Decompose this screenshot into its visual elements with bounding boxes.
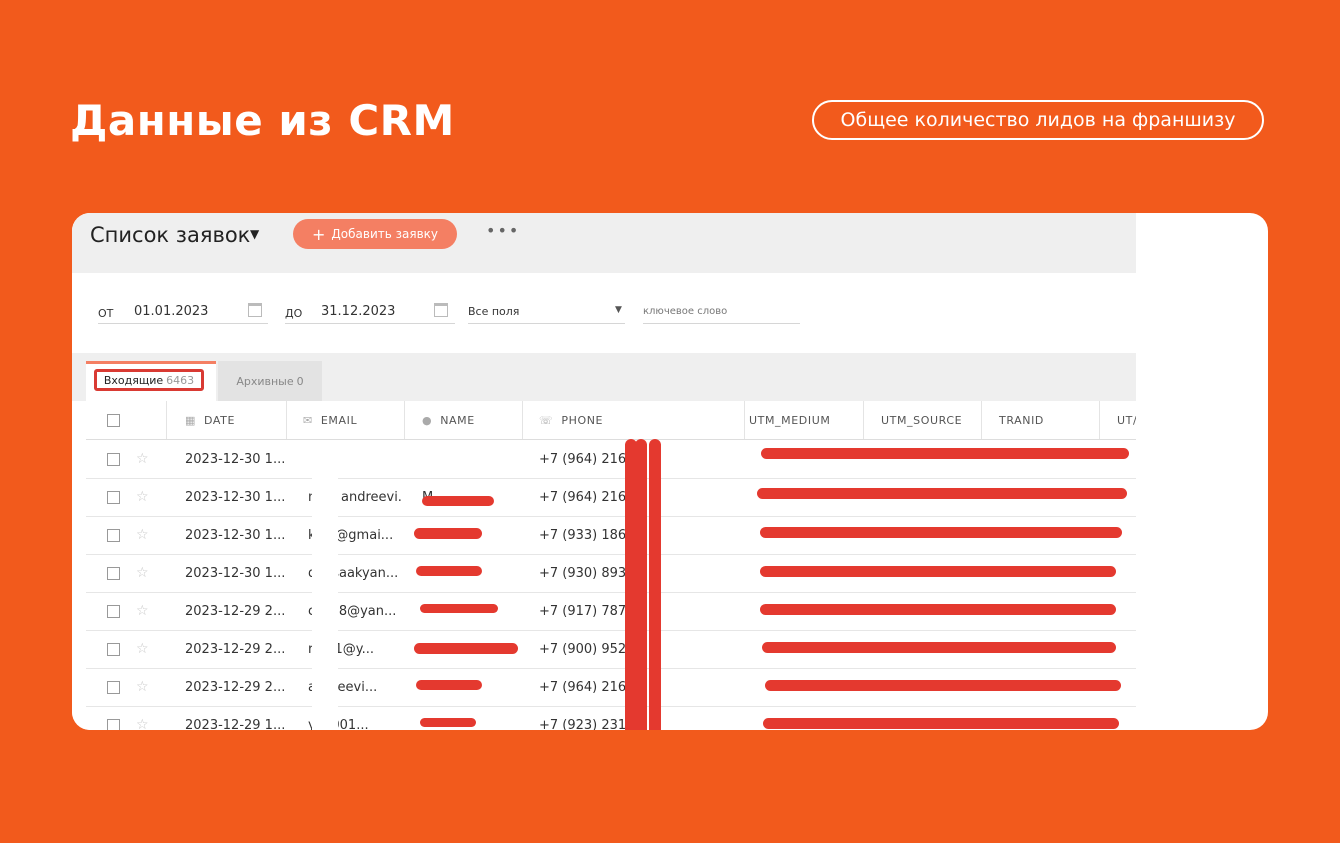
cell-date: 2023-12-29 1... bbox=[185, 717, 286, 731]
redaction-mark bbox=[635, 439, 647, 730]
select-arrow-icon[interactable]: ▼ bbox=[615, 305, 622, 315]
from-label: ОТ bbox=[98, 307, 114, 320]
envelope-icon: ✉ bbox=[303, 413, 313, 427]
add-request-button[interactable]: + Добавить заявку bbox=[293, 219, 457, 249]
row-checkbox[interactable] bbox=[107, 554, 120, 592]
redaction-mark bbox=[414, 643, 518, 654]
redaction-mark bbox=[414, 528, 482, 539]
column-header-date[interactable]: ▦ DATE bbox=[185, 413, 236, 427]
cell-phone: +7 (900) 952- bbox=[539, 641, 631, 657]
tab-archived-label: Архивные bbox=[236, 374, 294, 388]
redaction-mark bbox=[757, 488, 1127, 499]
row-checkbox[interactable] bbox=[107, 668, 120, 706]
keyword-input[interactable]: ключевое слово bbox=[643, 306, 728, 317]
calendar-icon[interactable] bbox=[248, 303, 262, 317]
column-header-name[interactable]: ● NAME bbox=[422, 413, 475, 427]
star-icon[interactable]: ☆ bbox=[136, 717, 149, 730]
row-checkbox[interactable] bbox=[107, 478, 120, 516]
table-header: ▦ DATE ✉ EMAIL ● NAME ☏ PHONE UTM_MEDIUM UTM… bbox=[86, 401, 1136, 440]
crm-topbar: Список заявок ▼ + Добавить заявку ••• bbox=[72, 213, 1136, 273]
redaction-mark bbox=[420, 718, 476, 727]
slide-title: Данные из CRM bbox=[70, 96, 455, 145]
add-request-label: Добавить заявку bbox=[331, 227, 438, 241]
redaction-mark bbox=[416, 680, 482, 690]
row-checkbox[interactable] bbox=[107, 516, 120, 554]
redaction-mark bbox=[761, 448, 1129, 459]
table-row[interactable]: ☆ 2023-12-30 1... +7 (964) 216- bbox=[86, 440, 1136, 479]
redaction-mark bbox=[649, 439, 661, 730]
crm-app: Список заявок ▼ + Добавить заявку ••• ОТ… bbox=[72, 213, 1136, 730]
field-select[interactable]: Все поля bbox=[468, 305, 520, 318]
cell-phone: +7 (923) 231- bbox=[539, 717, 631, 731]
star-icon[interactable]: ☆ bbox=[136, 603, 149, 619]
tab-archived-count: 0 bbox=[296, 374, 304, 388]
column-header-email[interactable]: ✉ EMAIL bbox=[303, 413, 358, 427]
star-icon[interactable]: ☆ bbox=[136, 451, 149, 467]
column-header-utm-cut[interactable]: UT/ bbox=[1117, 413, 1136, 427]
cell-date: 2023-12-29 2... bbox=[185, 603, 286, 619]
date-to-field[interactable]: 31.12.2023 bbox=[321, 304, 396, 319]
redaction-mark bbox=[765, 680, 1121, 691]
crm-screenshot-card: Список заявок ▼ + Добавить заявку ••• ОТ… bbox=[72, 213, 1268, 730]
tab-archived[interactable]: Архивные 0 bbox=[218, 361, 322, 401]
to-label: ДО bbox=[285, 307, 303, 320]
star-icon[interactable]: ☆ bbox=[136, 679, 149, 695]
tab-bar: Входящие 6463 Архивные 0 bbox=[72, 353, 1136, 401]
redaction-mark bbox=[760, 604, 1116, 615]
cell-phone: +7 (933) 186- bbox=[539, 527, 631, 543]
table-row[interactable]: ☆ 2023-12-30 1... k ov@gmai... +7 (933) 186… bbox=[86, 516, 1136, 555]
caret-down-icon[interactable]: ▼ bbox=[250, 227, 260, 241]
redaction-mark bbox=[420, 604, 498, 613]
row-checkbox[interactable] bbox=[107, 706, 120, 730]
cell-date: 2023-12-30 1... bbox=[185, 565, 286, 581]
cell-date: 2023-12-29 2... bbox=[185, 641, 286, 657]
more-options-icon[interactable]: ••• bbox=[486, 221, 521, 240]
row-checkbox[interactable] bbox=[107, 440, 120, 478]
cell-date: 2023-12-29 2... bbox=[185, 679, 286, 695]
calendar-icon: ▦ bbox=[185, 413, 196, 427]
select-all-checkbox[interactable] bbox=[107, 401, 120, 439]
cell-phone: +7 (964) 216- bbox=[539, 489, 631, 505]
cell-phone: +7 (964) 216- bbox=[539, 679, 631, 695]
table-row[interactable]: ☆ 2023-12-29 2... andreevi... +7 (964) 216… bbox=[86, 668, 1136, 707]
column-header-utm-medium[interactable]: UTM_MEDIUM bbox=[749, 413, 831, 427]
tab-incoming-highlight: Входящие 6463 bbox=[94, 369, 204, 391]
tab-incoming[interactable]: Входящие 6463 bbox=[86, 361, 216, 401]
redaction-mark bbox=[762, 642, 1116, 653]
redaction-mark bbox=[763, 718, 1119, 729]
redaction-mark bbox=[416, 566, 482, 576]
redaction-mark bbox=[625, 439, 637, 730]
cell-phone: +7 (964) 216- bbox=[539, 451, 631, 467]
redaction-mark bbox=[760, 527, 1122, 538]
column-header-tranid[interactable]: TRANID bbox=[999, 413, 1044, 427]
table-row[interactable]: ☆ 2023-12-30 1... d v saakyan... +7 (930) 8… bbox=[86, 554, 1136, 593]
row-checkbox[interactable] bbox=[107, 630, 120, 668]
tab-incoming-count: 6463 bbox=[166, 373, 195, 387]
cell-phone: +7 (930) 893- bbox=[539, 565, 631, 581]
total-leads-pill: Общее количество лидов на франшизу bbox=[812, 100, 1264, 140]
redaction-mark bbox=[422, 496, 494, 506]
plus-icon: + bbox=[312, 224, 326, 244]
star-icon[interactable]: ☆ bbox=[136, 641, 149, 657]
star-icon[interactable]: ☆ bbox=[136, 565, 149, 581]
column-header-utm-source[interactable]: UTM_SOURCE bbox=[881, 413, 963, 427]
cell-phone: +7 (917) 787- bbox=[539, 603, 631, 619]
phone-icon: ☏ bbox=[539, 413, 554, 427]
cell-date: 2023-12-30 1... bbox=[185, 451, 286, 467]
date-from-field[interactable]: 01.01.2023 bbox=[134, 304, 209, 319]
filter-bar: ОТ 01.01.2023 ДО 31.12.2023 Все поля ▼ к… bbox=[72, 273, 1136, 353]
star-icon[interactable]: ☆ bbox=[136, 489, 149, 505]
row-checkbox[interactable] bbox=[107, 592, 120, 630]
list-title[interactable]: Список заявок bbox=[90, 223, 251, 247]
column-header-phone[interactable]: ☏ PHONE bbox=[539, 413, 604, 427]
star-icon[interactable]: ☆ bbox=[136, 527, 149, 543]
cell-date: 2023-12-30 1... bbox=[185, 489, 286, 505]
cell-date: 2023-12-30 1... bbox=[185, 527, 286, 543]
calendar-icon[interactable] bbox=[434, 303, 448, 317]
blur-mask bbox=[312, 441, 338, 730]
redaction-mark bbox=[760, 566, 1116, 577]
tab-incoming-label: Входящие bbox=[103, 373, 164, 387]
person-icon: ● bbox=[422, 413, 433, 427]
